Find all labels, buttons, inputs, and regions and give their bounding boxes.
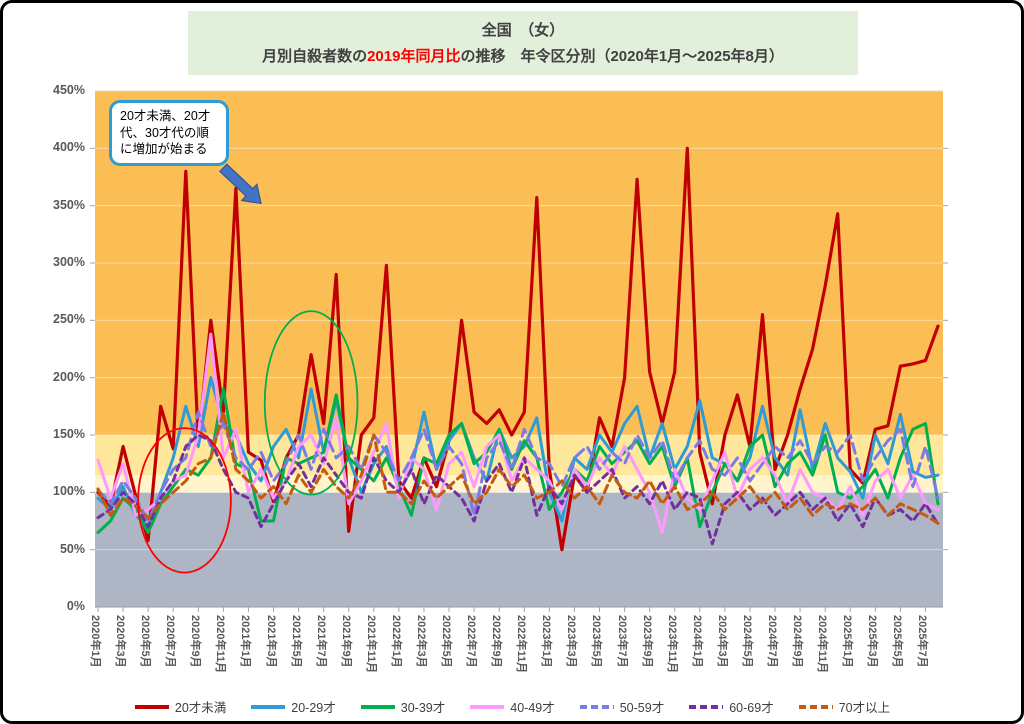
x-axis-label: 2024年7月 [766, 615, 778, 668]
x-axis-label: 2023年5月 [590, 615, 603, 668]
legend-line-sample [798, 704, 833, 709]
title-prefix: 月別自殺者数の [262, 48, 368, 66]
x-axis-label: 2020年7月 [164, 615, 177, 668]
x-axis-label: 2021年1月 [239, 615, 252, 668]
y-axis-label: 400% [53, 140, 85, 155]
legend-label: 20才未満 [174, 701, 227, 715]
band-0-100 [95, 492, 943, 607]
title-highlight: 2019年同月比 [367, 48, 461, 66]
x-axis-label: 2024年9月 [791, 615, 804, 668]
x-axis-label: 2022年7月 [465, 615, 478, 668]
annotation-ellipse-0 [137, 427, 232, 574]
legend-item-60-69: 60-69才 [688, 697, 774, 716]
legend-line-sample [360, 704, 395, 709]
legend-label: 30-39才 [400, 701, 446, 715]
x-axis-label: 2025年3月 [866, 615, 879, 668]
x-axis-label: 2025年7月 [916, 615, 929, 668]
chart-title-box: 全国 （女） 月別自殺者数の2019年同月比の推移 年令区分別（2020年1月～… [188, 11, 858, 75]
x-axis-label: 2020年1月 [89, 615, 101, 668]
legend-line-sample [251, 704, 286, 709]
legend-item-70plus: 70才以上 [798, 697, 890, 716]
x-axis-label: 2022年11月 [515, 615, 528, 674]
y-axis-label: 350% [53, 197, 85, 212]
x-axis-label: 2024年3月 [715, 615, 728, 668]
legend-line-sample [470, 704, 505, 709]
legend-item-30-39: 30-39才 [360, 697, 445, 716]
y-axis-label: 50% [59, 541, 85, 556]
x-axis-label: 2021年9月 [339, 615, 352, 668]
y-axis-label: 150% [53, 427, 85, 441]
annotation-callout: 20才未満、20才代、30才代の順に増加が始まる [109, 100, 229, 166]
band-100-115 [95, 475, 943, 493]
y-axis-label: 450% [53, 83, 85, 97]
legend-label: 70才以上 [838, 701, 891, 715]
x-axis-label: 2025年1月 [841, 615, 854, 668]
y-axis-label: 300% [53, 255, 85, 269]
legend-line-sample [689, 704, 724, 709]
annotation-ellipse-1 [263, 310, 359, 496]
series-line-40-49 [96, 332, 940, 534]
series-line-30-39 [96, 387, 940, 534]
series-line-60-69 [96, 433, 940, 546]
chart-title-line1: 全国 （女） [481, 22, 565, 39]
legend: 20才未満 20-29才 30-39才 40-49才 50-59才 60-69才 70才以上 [3, 697, 1021, 716]
series-line-70plus [96, 410, 940, 525]
x-axis-label: 2020年11月 [214, 615, 227, 674]
y-axis-label: 250% [53, 312, 85, 327]
x-axis-label: 2023年7月 [615, 615, 628, 668]
chart-title-line2: 月別自殺者数の2019年同月比の推移 年令区分別（2020年1月～2025年8月… [188, 44, 858, 70]
x-axis-label: 2023年9月 [640, 615, 653, 668]
legend-label: 20-29才 [291, 701, 336, 715]
legend-item-20-29: 20-29才 [250, 697, 336, 716]
legend-item-50-59: 50-59才 [579, 697, 664, 716]
x-axis-label: 2021年3月 [264, 615, 277, 668]
x-axis-label: 2024年11月 [816, 615, 829, 674]
band-150-450 [95, 91, 943, 435]
legend-item-under20: 20才未満 [134, 697, 226, 716]
legend-label: 50-59才 [619, 701, 665, 715]
x-axis-label: 2022年1月 [389, 615, 402, 668]
x-axis-label: 2020年3月 [114, 615, 127, 668]
legend-line-sample [579, 704, 614, 709]
x-axis-label: 2022年9月 [490, 615, 503, 668]
x-axis-label: 2020年5月 [139, 615, 152, 668]
x-axis-label: 2023年11月 [665, 615, 678, 674]
x-axis-label: 2021年5月 [289, 615, 302, 668]
legend-label: 60-69才 [729, 701, 774, 715]
legend-label: 40-49才 [510, 701, 555, 715]
x-axis-label: 2023年3月 [565, 615, 578, 668]
y-axis-label: 0% [66, 599, 85, 613]
legend-item-40-49: 40-49才 [469, 697, 555, 716]
x-axis-label: 2021年11月 [364, 615, 377, 674]
x-axis-label: 2024年5月 [740, 615, 753, 668]
x-axis-label: 2023年1月 [540, 615, 553, 668]
x-axis-label: 2021年7月 [314, 615, 327, 668]
y-axis-label: 200% [53, 369, 85, 384]
x-axis-label: 2025年5月 [891, 615, 904, 668]
annotation-arrow-icon [219, 163, 262, 205]
series-line-under20 [96, 146, 940, 552]
x-axis-label: 2020年9月 [189, 615, 202, 668]
y-axis-label: 100% [53, 484, 85, 499]
x-axis-label: 2022年5月 [440, 615, 453, 668]
legend-line-sample [134, 704, 169, 709]
chart-canvas [90, 90, 948, 612]
x-axis-label: 2022年3月 [414, 615, 427, 668]
title-suffix: の推移 年令区分別（2020年1月～2025年8月） [460, 48, 784, 66]
series-line-50-59 [96, 410, 940, 523]
x-axis-label: 2024年1月 [690, 615, 703, 668]
